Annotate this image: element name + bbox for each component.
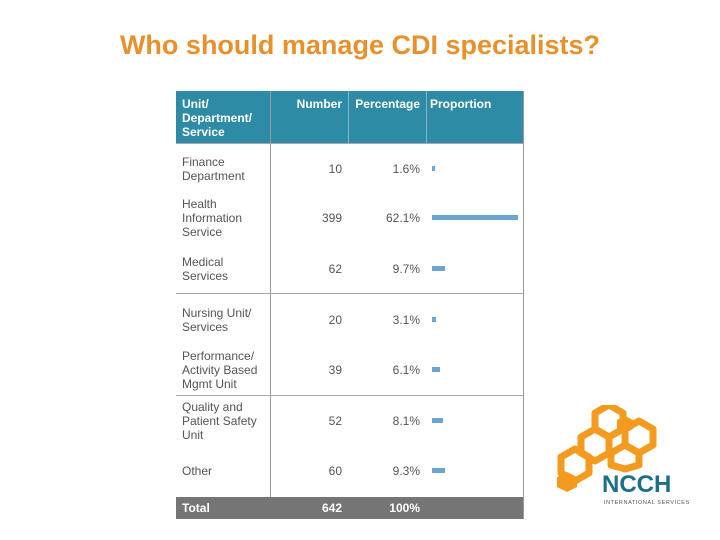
row-unit: Other [182, 464, 213, 478]
table-header: Unit/ Department/ Service Number Percent… [176, 91, 523, 143]
column-divider [348, 91, 349, 143]
proportion-bar [432, 166, 435, 171]
row-percentage: 3.1% [392, 313, 420, 327]
proportion-bar [432, 317, 436, 322]
total-label: Total [182, 501, 210, 515]
row-number: 52 [328, 414, 342, 428]
header-percentage: Percentage [355, 97, 420, 111]
ncch-logo: NCCH INTERNATIONAL SERVICES [553, 401, 703, 515]
total-number: 642 [321, 501, 342, 515]
row-number: 62 [328, 262, 342, 276]
proportion-bar [432, 418, 443, 423]
header-unit: Unit/ Department/ Service [182, 97, 253, 139]
cdi-management-table: Unit/ Department/ Service Number Percent… [176, 91, 524, 519]
row-percentage: 9.3% [392, 464, 420, 478]
row-percentage: 1.6% [392, 162, 420, 176]
row-unit: Health Information Service [182, 197, 243, 239]
row-unit: Nursing Unit/ Services [182, 306, 252, 334]
row-number: 20 [328, 313, 342, 327]
row-percentage: 6.1% [392, 363, 420, 377]
row-separator [176, 293, 523, 294]
column-divider [426, 91, 427, 143]
header-number: Number [296, 97, 342, 111]
column-divider [270, 91, 271, 497]
table-total-row: Total 642 100% [176, 497, 523, 519]
row-unit: Medical Services [182, 255, 229, 283]
logo-tagline: INTERNATIONAL SERVICES [604, 500, 690, 506]
header-proportion: Proportion [430, 97, 492, 111]
ncch-logo-mark: NCCH INTERNATIONAL SERVICES [557, 401, 690, 506]
row-percentage: 62.1% [385, 211, 420, 225]
row-separator [176, 143, 523, 144]
proportion-bar [432, 468, 445, 473]
row-number: 39 [328, 363, 342, 377]
row-percentage: 8.1% [392, 414, 420, 428]
row-number: 10 [328, 162, 342, 176]
row-percentage: 9.7% [392, 262, 420, 276]
logo-wordmark: NCCH [602, 471, 671, 498]
row-unit: Performance/ Activity Based Mgmt Unit [182, 349, 258, 391]
row-unit: Quality and Patient Safety Unit [182, 400, 257, 442]
row-number: 399 [321, 211, 342, 225]
row-separator [176, 395, 523, 396]
proportion-bar [432, 215, 518, 220]
row-unit: Finance Department [182, 155, 245, 183]
proportion-bar [432, 367, 440, 372]
total-percentage: 100% [389, 501, 420, 515]
proportion-bar [432, 266, 445, 271]
row-number: 60 [328, 464, 342, 478]
slide-title: Who should manage CDI specialists? [119, 30, 601, 60]
